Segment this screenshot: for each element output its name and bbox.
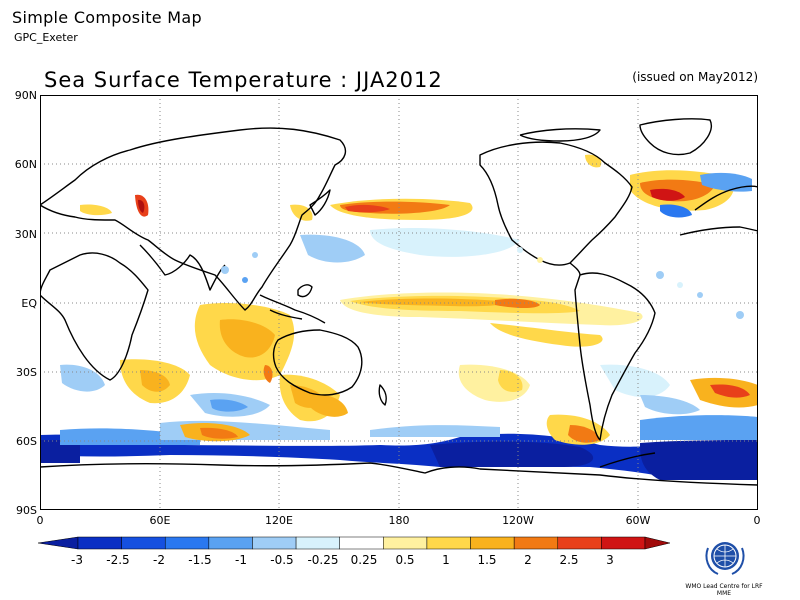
header-subtitle: GPC_Exeter bbox=[14, 31, 78, 44]
north-pacific-anomaly bbox=[290, 198, 520, 263]
colorbar-swatch bbox=[557, 536, 602, 550]
colorbar-swatch bbox=[339, 536, 384, 550]
lat-label-90n: 90N bbox=[14, 89, 37, 102]
colorbar-swatch bbox=[121, 536, 166, 550]
lon-label-0: 0 bbox=[36, 514, 44, 527]
colorbar-swatch bbox=[295, 536, 340, 550]
colorbar-swatch bbox=[208, 536, 253, 550]
coastlines bbox=[40, 118, 758, 486]
cb-label-neg1: -1 bbox=[235, 553, 247, 567]
cb-label-2-5: 2.5 bbox=[559, 553, 579, 567]
cb-label-neg0-5: -0.5 bbox=[270, 553, 294, 567]
cb-label-neg2-5: -2.5 bbox=[106, 553, 130, 567]
colorbar-swatch bbox=[426, 536, 471, 550]
lat-label-30s: 30S bbox=[16, 366, 37, 379]
lon-label-60e: 60E bbox=[149, 514, 171, 527]
wmo-emblem-icon bbox=[705, 542, 745, 575]
colorbar-swatch bbox=[513, 536, 559, 550]
anomaly-speckle bbox=[221, 247, 744, 319]
cb-label-2: 2 bbox=[524, 553, 532, 567]
lon-label-120e: 120E bbox=[265, 514, 293, 527]
colorbar-swatch bbox=[383, 536, 428, 550]
cb-label-0-5: 0.5 bbox=[395, 553, 415, 567]
colorbar-under-arrow bbox=[37, 536, 79, 550]
antarctica-landmass bbox=[40, 466, 758, 510]
cb-label-0-25: 0.25 bbox=[350, 553, 378, 567]
lat-label-60n: 60N bbox=[14, 158, 37, 171]
colorbar-swatch bbox=[470, 536, 515, 550]
sst-anomaly-map bbox=[40, 95, 758, 510]
cb-label-neg3: -3 bbox=[71, 553, 83, 567]
cb-label-1: 1 bbox=[442, 553, 450, 567]
southern-midlat-warm-anomaly bbox=[180, 364, 758, 445]
lon-label-180: 180 bbox=[388, 514, 410, 527]
colorbar-swatch bbox=[77, 536, 122, 550]
cb-label-3: 3 bbox=[606, 553, 614, 567]
southern-midlat-cool-anomaly bbox=[60, 364, 700, 417]
colorbar-over-arrow bbox=[644, 536, 671, 550]
colorbar-swatch bbox=[164, 536, 210, 550]
colorbar bbox=[37, 536, 671, 550]
cb-label-neg1-5: -1.5 bbox=[188, 553, 212, 567]
lon-label-60w: 60W bbox=[625, 514, 651, 527]
lat-label-30n: 30N bbox=[14, 228, 37, 241]
equatorial-pacific-warm-anomaly bbox=[340, 292, 643, 347]
indian-ocean-warm-anomaly bbox=[120, 303, 340, 422]
cb-label-neg2: -2 bbox=[153, 553, 165, 567]
eurasia-inland-seas-anomaly bbox=[80, 194, 149, 217]
cb-label-neg0-25: -0.25 bbox=[307, 553, 339, 567]
issued-note: (issued on May2012) bbox=[632, 70, 758, 84]
lat-label-eq: EQ bbox=[21, 297, 37, 310]
colorbar-swatch bbox=[601, 536, 646, 550]
colorbar-swatch bbox=[252, 536, 297, 550]
lon-label-120w: 120W bbox=[502, 514, 534, 527]
header-title: Simple Composite Map bbox=[12, 8, 202, 27]
logo-caption: WMO Lead Centre for LRF MME bbox=[685, 583, 763, 597]
map-title: Sea Surface Temperature : JJA2012 bbox=[44, 68, 443, 92]
cb-label-1-5: 1.5 bbox=[477, 553, 497, 567]
lat-label-60s: 60S bbox=[16, 435, 37, 448]
lon-label-0-east: 0 bbox=[753, 514, 761, 527]
lat-label-90s: 90S bbox=[16, 504, 37, 517]
